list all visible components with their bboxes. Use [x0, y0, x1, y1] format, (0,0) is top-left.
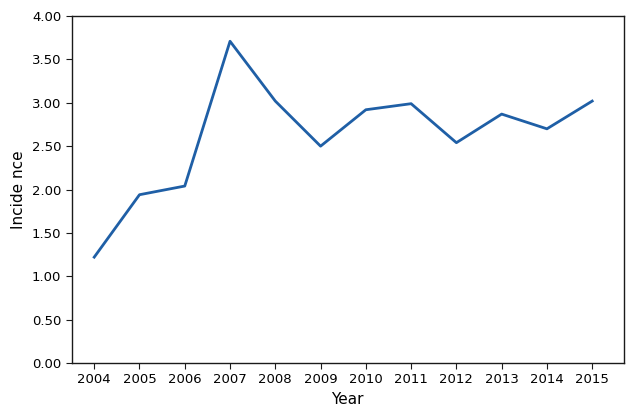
- Y-axis label: Incide nce: Incide nce: [11, 150, 26, 229]
- X-axis label: Year: Year: [331, 392, 364, 407]
